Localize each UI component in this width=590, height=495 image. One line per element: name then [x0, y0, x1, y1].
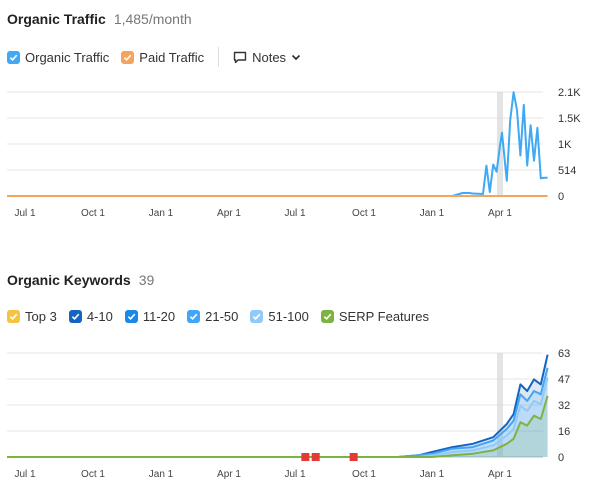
- note-flag: [301, 453, 310, 461]
- legend-label: 11-20: [142, 309, 176, 324]
- x-tick-label: Jan 1: [420, 208, 445, 219]
- series-area: [7, 377, 548, 457]
- x-tick-label: Jan 1: [420, 469, 445, 480]
- legend-4-10[interactable]: 4-10: [68, 309, 113, 324]
- legend-label: 51-100: [268, 309, 309, 324]
- checkbox-icon[interactable]: [68, 310, 82, 323]
- note-flag: [349, 453, 358, 461]
- checkbox-icon[interactable]: [320, 310, 334, 323]
- checkbox-icon[interactable]: [7, 50, 20, 64]
- legend-21-50[interactable]: 21-50: [187, 309, 238, 324]
- checkbox-icon[interactable]: [121, 50, 135, 64]
- x-tick-label: Oct 1: [352, 208, 376, 219]
- x-tick-label: Jul 1: [284, 208, 306, 219]
- notes-icon: [233, 51, 247, 64]
- legend-organic-traffic[interactable]: Organic Traffic: [7, 50, 109, 65]
- traffic-chart[interactable]: 2.1K 1.5K 1K 514 0 Jul 1 Oct 1 Jan 1 Apr 1 Jul 1 O…: [0, 84, 590, 229]
- series-line: [7, 367, 549, 458]
- y-tick-label: 47: [558, 374, 570, 386]
- notes-label: Notes: [252, 49, 287, 65]
- keywords-chart[interactable]: 63 47 32 16 0 Jul 1 Oct 1 Jan 1 Apr 1 Jul 1 Oct 1 J…: [0, 345, 590, 490]
- note-flag: [311, 453, 320, 461]
- legend-label: Top 3: [25, 309, 57, 324]
- legend-divider: [218, 47, 220, 67]
- y-tick-label: 1.5K: [558, 113, 581, 125]
- keywords-header: Organic Keywords 39: [7, 272, 154, 288]
- x-tick-label: Jan 1: [149, 208, 174, 219]
- x-tick-label: Apr 1: [217, 208, 241, 219]
- series-area: [7, 367, 548, 457]
- y-tick-label: 32: [558, 400, 570, 412]
- traffic-legend: Organic Traffic Paid Traffic Notes: [7, 47, 301, 67]
- y-tick-label: 514: [558, 165, 576, 177]
- legend-11-20[interactable]: 11-20: [124, 309, 176, 324]
- x-tick-label: Oct 1: [81, 469, 105, 480]
- checkbox-icon[interactable]: [7, 310, 20, 323]
- x-tick-label: Apr 1: [217, 469, 241, 480]
- x-tick-label: Jul 1: [14, 469, 36, 480]
- legend-label: SERP Features: [338, 309, 429, 324]
- y-tick-label: 0: [558, 191, 564, 203]
- legend-serp-features[interactable]: SERP Features: [320, 309, 429, 324]
- traffic-header: Organic Traffic 1,485/month: [7, 11, 192, 27]
- legend-label: 4-10: [86, 309, 113, 324]
- y-tick-label: 0: [558, 452, 564, 464]
- keywords-title: Organic Keywords: [7, 272, 131, 288]
- traffic-title: Organic Traffic: [7, 11, 106, 27]
- x-tick-label: Apr 1: [488, 469, 512, 480]
- legend-label: 21-50: [205, 309, 239, 324]
- x-tick-label: Jan 1: [149, 469, 174, 480]
- y-tick-label: 16: [558, 426, 570, 438]
- x-tick-label: Apr 1: [488, 208, 512, 219]
- chevron-down-icon: [291, 54, 301, 61]
- highlight-band: [497, 353, 503, 457]
- series-line: [7, 395, 549, 458]
- traffic-subtitle: 1,485/month: [113, 11, 192, 27]
- legend-label: Organic Traffic: [25, 49, 110, 65]
- x-tick-label: Jul 1: [14, 208, 36, 219]
- series-line: [7, 91, 548, 197]
- notes-dropdown[interactable]: Notes: [233, 50, 301, 65]
- x-tick-label: Jul 1: [284, 469, 306, 480]
- y-tick-label: 2.1K: [558, 87, 581, 99]
- legend-label: Paid Traffic: [139, 49, 205, 65]
- series-line: [7, 354, 549, 458]
- legend-51-100[interactable]: 51-100: [250, 309, 309, 324]
- x-tick-label: Oct 1: [352, 469, 376, 480]
- checkbox-icon[interactable]: [124, 310, 138, 323]
- y-tick-label: 1K: [558, 139, 572, 151]
- legend-top-3[interactable]: Top 3: [7, 309, 57, 324]
- x-tick-label: Oct 1: [81, 208, 105, 219]
- checkbox-icon[interactable]: [187, 310, 201, 323]
- series-area: [7, 354, 548, 457]
- keywords-subtitle: 39: [138, 272, 155, 288]
- keywords-legend: Top 3 4-10 11-20 21-50 51-100 SERP Featu…: [7, 309, 441, 324]
- legend-paid-traffic[interactable]: Paid Traffic: [121, 50, 204, 65]
- y-tick-label: 63: [558, 348, 570, 360]
- checkbox-icon[interactable]: [250, 310, 264, 323]
